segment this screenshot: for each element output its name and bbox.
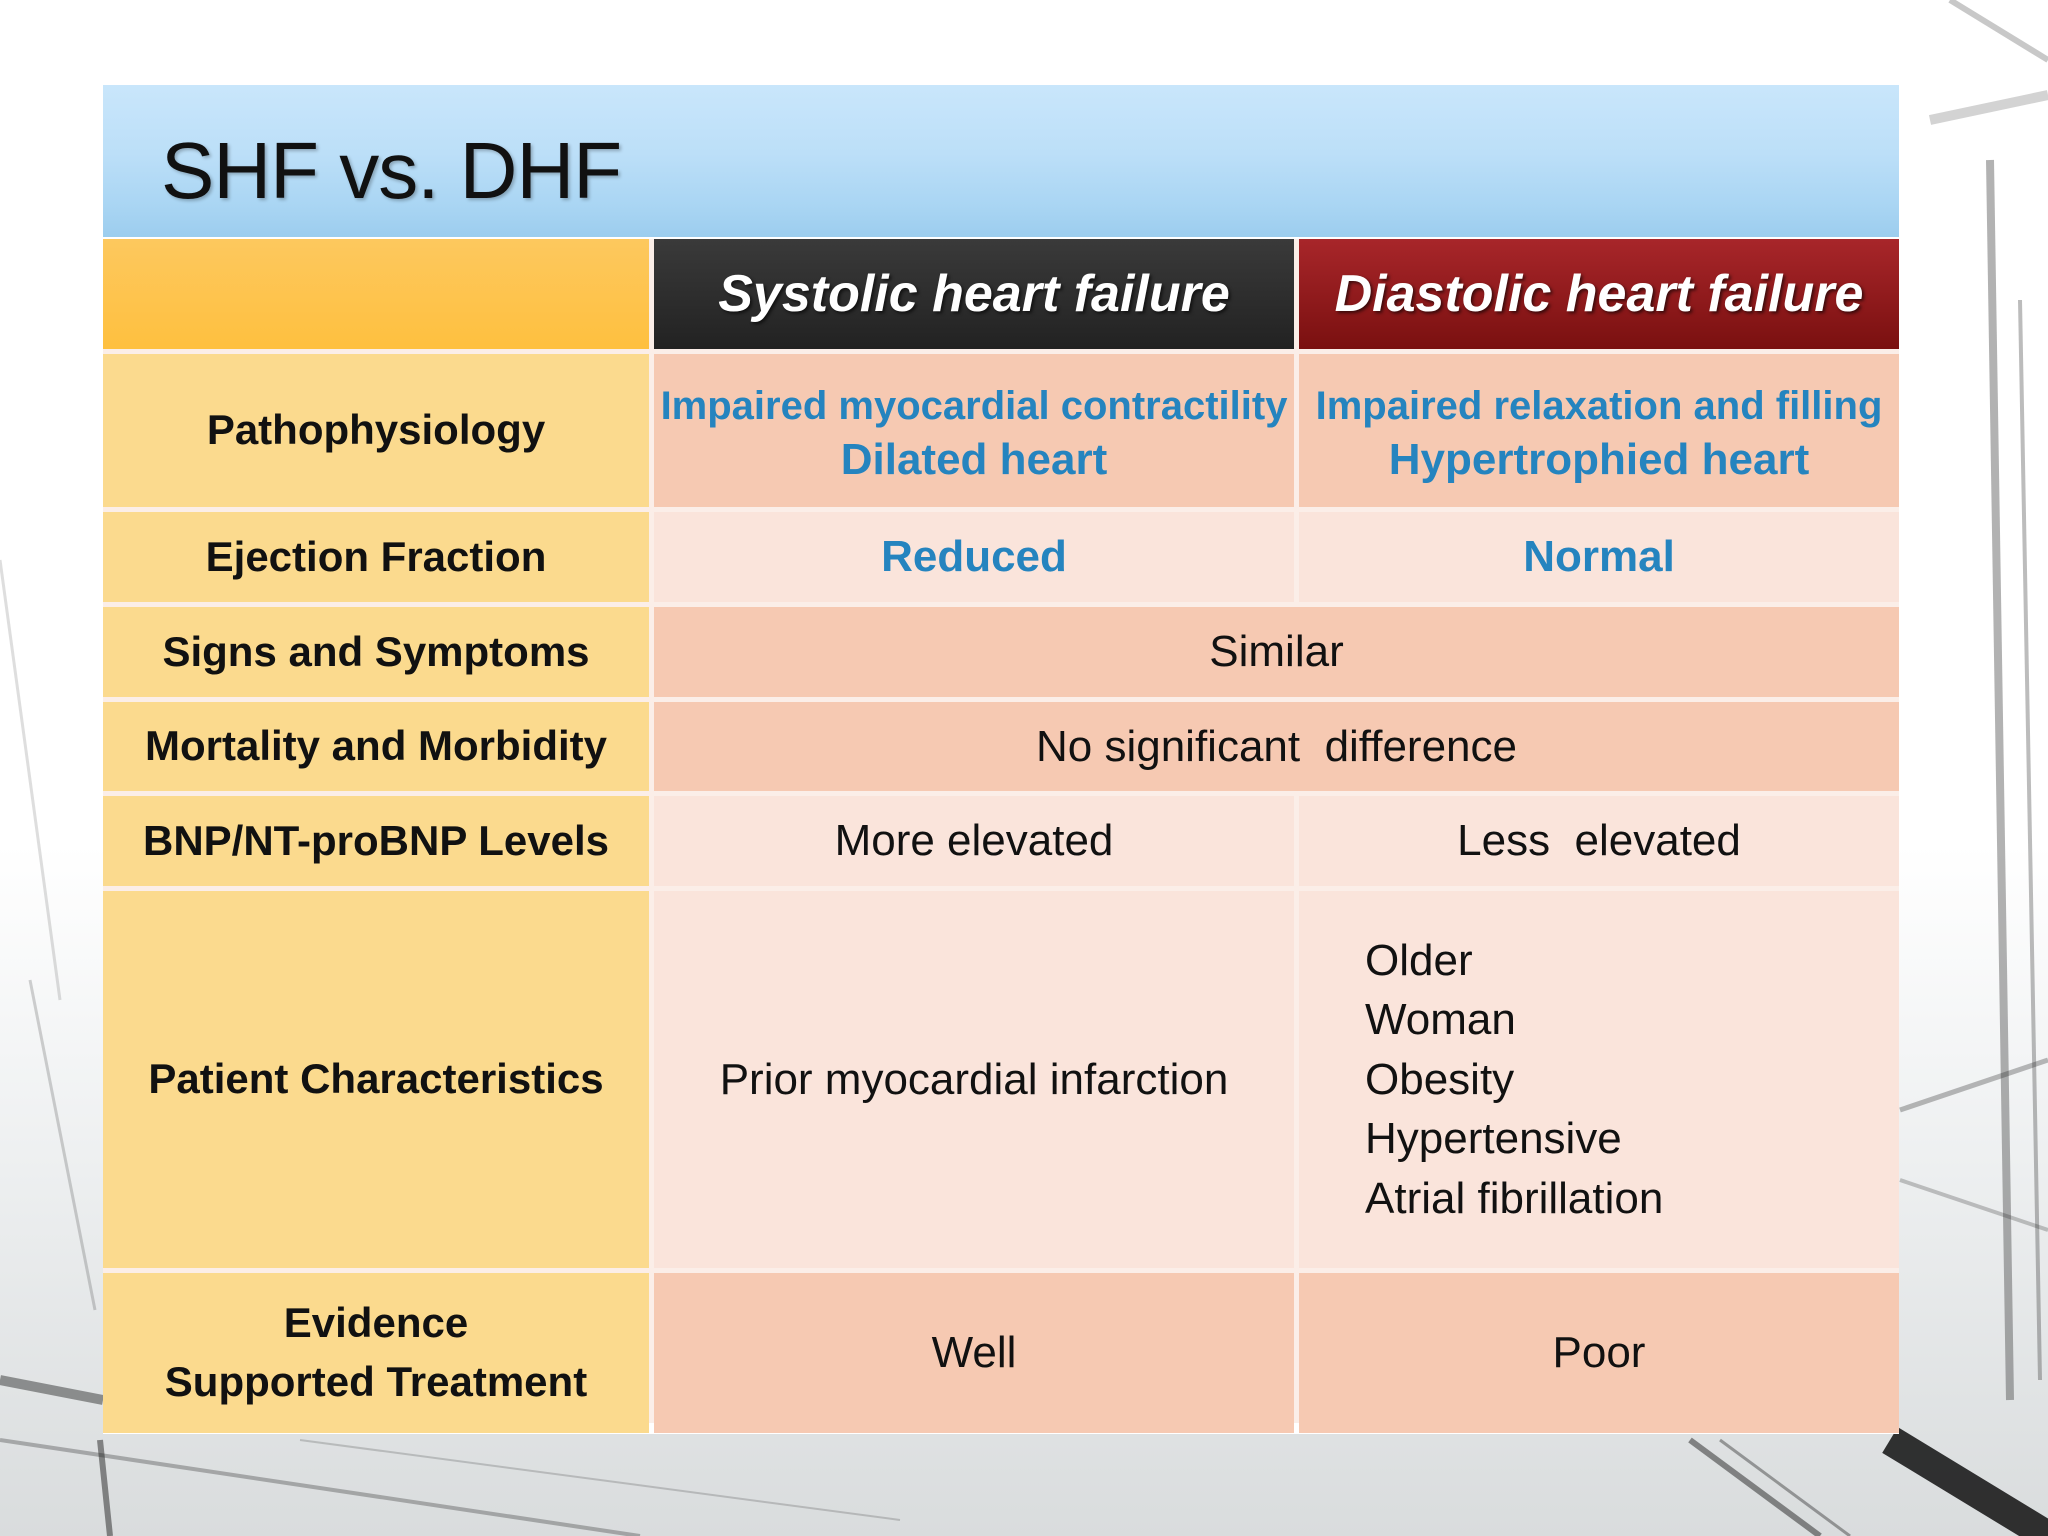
cell-patient-systolic: Prior myocardial infarction (654, 891, 1294, 1268)
pathophysiology-systolic-line1: Impaired myocardial contractility (660, 383, 1288, 428)
ejection-fraction-systolic-value: Reduced (881, 532, 1067, 581)
cell-bnp-systolic: More elevated (654, 796, 1294, 886)
patient-diastolic-list: Older Woman Obesity Hypertensive Atrial … (1299, 931, 1899, 1228)
evidence-label-line1: Evidence (283, 1299, 469, 1347)
bnp-systolic-value: More elevated (834, 816, 1114, 865)
table-corner-cell (103, 239, 649, 349)
cell-pathophysiology-diastolic: Impaired relaxation and filling Hypertro… (1299, 354, 1899, 507)
evidence-label-line2: Supported Treatment (164, 1358, 588, 1405)
list-item: Hypertensive (1365, 1114, 1622, 1164)
list-item: Woman (1365, 995, 1516, 1045)
pathophysiology-systolic-line2: Dilated heart (840, 434, 1108, 484)
cell-ejection-fraction-systolic: Reduced (654, 512, 1294, 602)
signs-symptoms-value: Similar (1209, 627, 1344, 676)
pathophysiology-diastolic-line2: Hypertrophied heart (1388, 434, 1810, 484)
row-header-mortality-morbidity: Mortality and Morbidity (103, 702, 649, 791)
evidence-diastolic-value: Poor (1552, 1328, 1646, 1377)
list-item: Older (1365, 936, 1473, 986)
row-header-evidence-treatment: Evidence Supported Treatment (103, 1273, 649, 1433)
title-bar: SHF vs. DHF (103, 85, 1899, 237)
cell-pathophysiology-systolic: Impaired myocardial contractility Dilate… (654, 354, 1294, 507)
comparison-table: Systolic heart failure Diastolic heart f… (103, 239, 1899, 1433)
cell-ejection-fraction-diastolic: Normal (1299, 512, 1899, 602)
column-header-systolic-label: Systolic heart failure (718, 265, 1230, 323)
cell-evidence-diastolic: Poor (1299, 1273, 1899, 1433)
row-header-ejection-fraction: Ejection Fraction (103, 512, 649, 602)
pathophysiology-diastolic-line1: Impaired relaxation and filling (1315, 383, 1883, 428)
cell-signs-symptoms-both: Similar (654, 607, 1899, 697)
evidence-systolic-value: Well (931, 1328, 1017, 1377)
cell-bnp-diastolic: Less elevated (1299, 796, 1899, 886)
row-header-signs-symptoms: Signs and Symptoms (103, 607, 649, 697)
bnp-diastolic-value: Less elevated (1457, 816, 1741, 865)
cell-mortality-both: No significant difference (654, 702, 1899, 791)
mortality-value: No significant difference (1035, 721, 1517, 771)
ejection-fraction-diastolic-value: Normal (1523, 532, 1675, 581)
column-header-systolic: Systolic heart failure (654, 239, 1294, 349)
slide: SHF vs. DHF Systolic heart failure Diast… (103, 85, 1899, 1434)
column-header-diastolic-label: Diastolic heart failure (1334, 265, 1864, 323)
column-header-diastolic: Diastolic heart failure (1299, 239, 1899, 349)
row-header-bnp: BNP/NT-proBNP Levels (103, 796, 649, 886)
cell-patient-diastolic: Older Woman Obesity Hypertensive Atrial … (1299, 891, 1899, 1268)
list-item: Obesity (1365, 1054, 1515, 1104)
slide-title: SHF vs. DHF (161, 126, 622, 215)
list-item: Atrial fibrillation (1365, 1173, 1664, 1223)
patient-systolic-value: Prior myocardial infarction (719, 1054, 1229, 1104)
cell-evidence-systolic: Well (654, 1273, 1294, 1433)
row-header-patient-characteristics: Patient Characteristics (103, 891, 649, 1268)
row-header-pathophysiology: Pathophysiology (103, 354, 649, 507)
